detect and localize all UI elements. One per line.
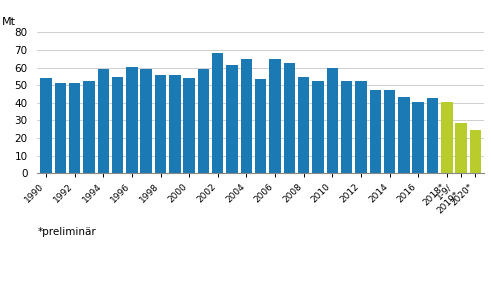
Bar xyxy=(83,81,95,173)
Bar xyxy=(226,65,238,173)
Bar xyxy=(98,69,109,173)
Bar xyxy=(456,123,467,173)
Bar xyxy=(140,69,152,173)
Bar xyxy=(55,82,66,173)
Bar xyxy=(355,81,367,173)
Bar xyxy=(40,78,52,173)
Bar xyxy=(341,81,353,173)
Bar xyxy=(112,77,123,173)
Text: *preliminär: *preliminär xyxy=(37,227,96,237)
Bar xyxy=(412,102,424,173)
Text: Mt: Mt xyxy=(1,17,16,27)
Bar xyxy=(384,90,395,173)
Bar xyxy=(441,102,453,173)
Bar xyxy=(284,63,295,173)
Bar xyxy=(126,67,137,173)
Bar xyxy=(241,59,252,173)
Bar xyxy=(427,98,438,173)
Bar xyxy=(184,78,195,173)
Bar xyxy=(398,98,409,173)
Bar xyxy=(255,79,267,173)
Bar xyxy=(269,59,281,173)
Bar xyxy=(370,90,381,173)
Bar xyxy=(298,77,309,173)
Bar xyxy=(155,75,166,173)
Bar xyxy=(312,81,324,173)
Bar xyxy=(212,53,223,173)
Bar xyxy=(470,130,481,173)
Bar xyxy=(169,75,181,173)
Bar xyxy=(69,82,81,173)
Bar xyxy=(198,69,209,173)
Bar xyxy=(327,68,338,173)
